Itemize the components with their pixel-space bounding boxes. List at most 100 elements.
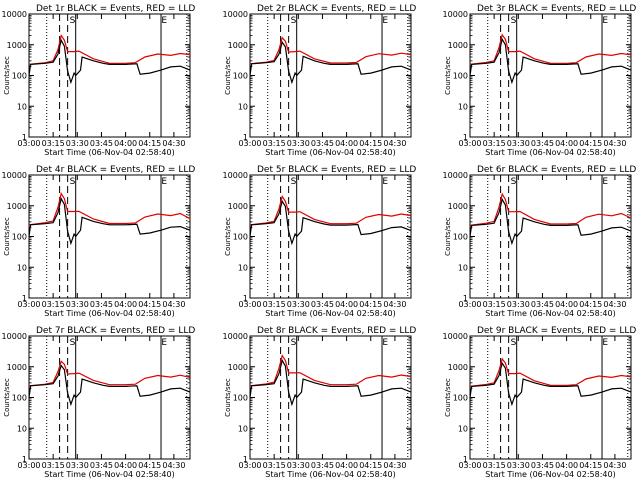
marker-end-label: E	[161, 16, 167, 26]
plot-frame	[28, 13, 191, 138]
y-tick-label: 100	[233, 233, 248, 242]
y-tick-label: 1000	[7, 41, 27, 50]
x-tick-label: 04:30	[383, 139, 406, 148]
y-tick-label: 100	[233, 72, 248, 81]
y-tick-label: 10	[17, 102, 27, 111]
y-tick-label: 1000	[7, 202, 27, 211]
marker-end-label: E	[382, 16, 388, 26]
x-tick-label: 04:30	[383, 300, 406, 309]
x-tick-label: 03:30	[66, 461, 89, 470]
marker-end-label: E	[382, 177, 388, 187]
x-tick-label: 04:15	[359, 461, 382, 470]
y-tick-label: 1000	[448, 363, 468, 372]
y-axis-label: Counts/sec	[444, 217, 452, 256]
x-tick-label: 04:15	[138, 139, 161, 148]
x-tick-label: 03:00	[238, 300, 261, 309]
y-tick-label: 1000	[7, 363, 27, 372]
x-tick-label: 03:45	[90, 139, 113, 148]
x-tick-label: 04:00	[555, 139, 578, 148]
plot-frame	[469, 13, 632, 138]
x-tick-label: 04:15	[359, 300, 382, 309]
x-tick-label: 03:00	[238, 139, 261, 148]
x-tick-label: 03:45	[311, 461, 334, 470]
chart-panel-3: Det 3r BLACK = Events, RED = LLD S E 1 10 100…	[443, 4, 637, 157]
x-tick-label: 03:15	[42, 461, 65, 470]
chart-panel-4: Det 4r BLACK = Events, RED = LLD S E 1 10 100…	[2, 165, 196, 318]
x-tick-label: 04:30	[162, 461, 185, 470]
plot-frame	[249, 335, 412, 460]
plot-frame	[469, 335, 632, 460]
chart-panel-2: Det 2r BLACK = Events, RED = LLD S E 1 10 100…	[223, 4, 417, 157]
x-tick-label: 03:30	[287, 139, 310, 148]
y-tick-label: 100	[453, 394, 468, 403]
x-tick-label: 03:30	[287, 300, 310, 309]
y-tick-label: 1	[22, 294, 27, 303]
y-tick-label: 1000	[448, 41, 468, 50]
x-tick-label: 04:00	[114, 461, 137, 470]
x-tick-label: 03:30	[66, 300, 89, 309]
y-axis-label: Counts/sec	[224, 217, 232, 256]
y-tick-label: 10000	[2, 10, 27, 19]
series-line-lld	[28, 360, 191, 387]
series-line-lld	[28, 191, 191, 226]
marker-end-label: E	[161, 177, 167, 187]
panel-title: Det 6r BLACK = Events, RED = LLD	[477, 165, 636, 175]
x-tick-label: 03:45	[531, 300, 554, 309]
y-axis-label: Counts/sec	[444, 56, 452, 95]
y-tick-label: 1	[243, 133, 248, 142]
x-axis-label: Start Time (06-Nov-04 02:58:40)	[265, 309, 395, 318]
series-line-events	[469, 197, 632, 246]
panel-title: Det 3r BLACK = Events, RED = LLD	[477, 4, 636, 14]
x-tick-label: 04:30	[603, 300, 626, 309]
marker-start-label: S	[291, 177, 297, 187]
series-line-events	[28, 38, 191, 85]
x-tick-label: 03:15	[263, 300, 286, 309]
marker-start-label: S	[511, 16, 517, 26]
y-tick-label: 100	[12, 233, 27, 242]
x-tick-label: 03:30	[507, 139, 530, 148]
x-tick-label: 04:00	[555, 461, 578, 470]
series-line-events	[249, 199, 412, 246]
series-line-lld	[249, 195, 412, 226]
y-tick-label: 100	[12, 72, 27, 81]
y-tick-label: 1	[463, 133, 468, 142]
x-tick-label: 03:00	[238, 461, 261, 470]
y-tick-label: 10000	[443, 10, 468, 19]
x-tick-label: 03:00	[17, 139, 40, 148]
y-tick-label: 10	[458, 102, 468, 111]
x-tick-label: 04:30	[162, 300, 185, 309]
y-tick-label: 10	[238, 424, 248, 433]
series-line-events	[28, 364, 191, 407]
y-tick-label: 1	[243, 455, 248, 464]
series-line-lld	[469, 33, 632, 65]
x-axis-label: Start Time (06-Nov-04 02:58:40)	[485, 309, 615, 318]
y-tick-label: 1000	[228, 41, 248, 50]
y-axis-label: Counts/sec	[224, 378, 232, 417]
x-tick-label: 04:15	[579, 461, 602, 470]
series-line-events	[469, 37, 632, 85]
marker-end-label: E	[382, 338, 388, 348]
x-axis-label: Start Time (06-Nov-04 02:58:40)	[265, 470, 395, 479]
x-axis-label: Start Time (06-Nov-04 02:58:40)	[44, 148, 174, 157]
plot-frame	[469, 174, 632, 299]
x-tick-label: 03:15	[42, 139, 65, 148]
x-tick-label: 03:45	[90, 461, 113, 470]
marker-end-label: E	[602, 177, 608, 187]
x-axis-label: Start Time (06-Nov-04 02:58:40)	[44, 470, 174, 479]
y-tick-label: 10	[458, 263, 468, 272]
series-line-lld	[249, 36, 412, 65]
x-tick-label: 03:30	[507, 461, 530, 470]
x-tick-label: 03:15	[483, 300, 506, 309]
y-tick-label: 10000	[223, 10, 248, 19]
y-tick-label: 1	[22, 455, 27, 464]
y-tick-label: 1	[22, 133, 27, 142]
x-tick-label: 04:00	[335, 139, 358, 148]
x-axis-label: Start Time (06-Nov-04 02:58:40)	[485, 470, 615, 479]
series-line-lld	[28, 34, 191, 65]
x-tick-label: 04:15	[138, 300, 161, 309]
marker-end-label: E	[602, 338, 608, 348]
y-tick-label: 1000	[448, 202, 468, 211]
y-tick-label: 100	[453, 72, 468, 81]
y-tick-label: 10000	[223, 332, 248, 341]
x-tick-label: 04:00	[555, 300, 578, 309]
